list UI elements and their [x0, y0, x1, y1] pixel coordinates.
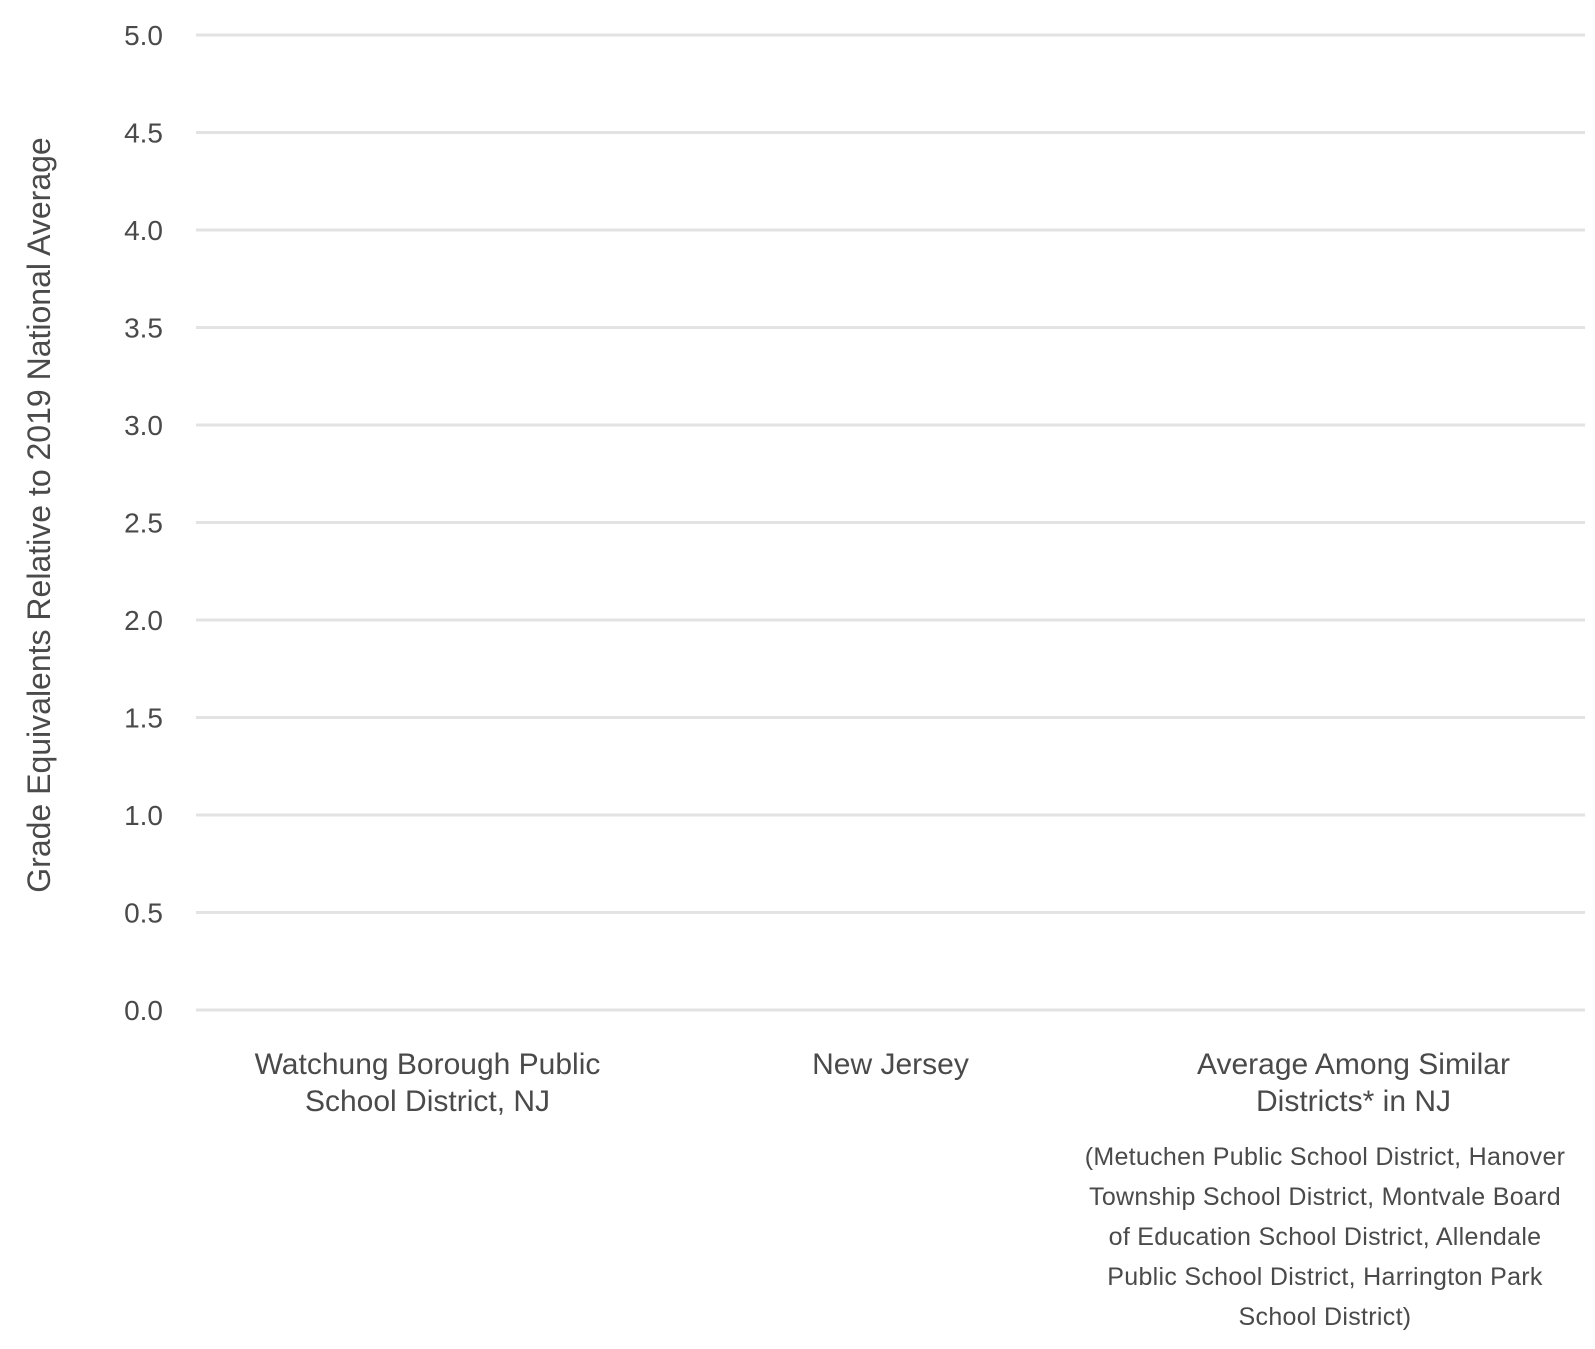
note-line: (Metuchen Public School District, Hanove… [1084, 1143, 1566, 1171]
y-tick-label: 3.0 [124, 410, 163, 441]
y-axis-label: Grade Equivalents Relative to 2019 Natio… [21, 137, 57, 892]
y-tick-label: 0.5 [124, 898, 163, 929]
y-tick-label: 4.0 [124, 215, 163, 246]
y-tick-label: 2.5 [124, 508, 163, 539]
y-tick-label: 1.0 [124, 800, 163, 831]
x-category-label-line: New Jersey [812, 1048, 969, 1081]
y-axis-ticks: 0.0 0.5 1.0 1.5 2.0 2.5 3.0 3.5 4.0 4.5 5.0 [124, 20, 163, 1026]
y-tick-label: 1.5 [124, 703, 163, 734]
x-category-label: Watchung Borough Public School District, … [188, 1046, 668, 1120]
x-category-label-line: School District, NJ [304, 1085, 551, 1118]
y-tick-label: 0.0 [124, 995, 163, 1026]
y-tick-label: 3.5 [124, 313, 163, 344]
x-category-label: New Jersey [651, 1046, 1131, 1083]
similar-districts-note: (Metuchen Public School District, Hanove… [1055, 1137, 1595, 1337]
x-category-label-line: Average Among Similar [1197, 1048, 1510, 1081]
note-line: Township School District, Montvale Board [1089, 1183, 1561, 1211]
y-tick-label: 2.0 [124, 605, 163, 636]
y-tick-label: 4.5 [124, 118, 163, 149]
x-category-label: Average Among Similar Districts* in NJ [1114, 1046, 1594, 1120]
note-line: Public School District, Harrington Park [1107, 1263, 1543, 1291]
x-category-label-line: Watchung Borough Public [254, 1048, 601, 1081]
note-line: School District) [1238, 1303, 1412, 1331]
grid-lines [196, 33, 1585, 1012]
y-tick-label: 5.0 [124, 20, 163, 51]
note-line: of Education School District, Allendale [1108, 1223, 1542, 1251]
x-category-label-line: Districts* in NJ [1255, 1085, 1451, 1118]
